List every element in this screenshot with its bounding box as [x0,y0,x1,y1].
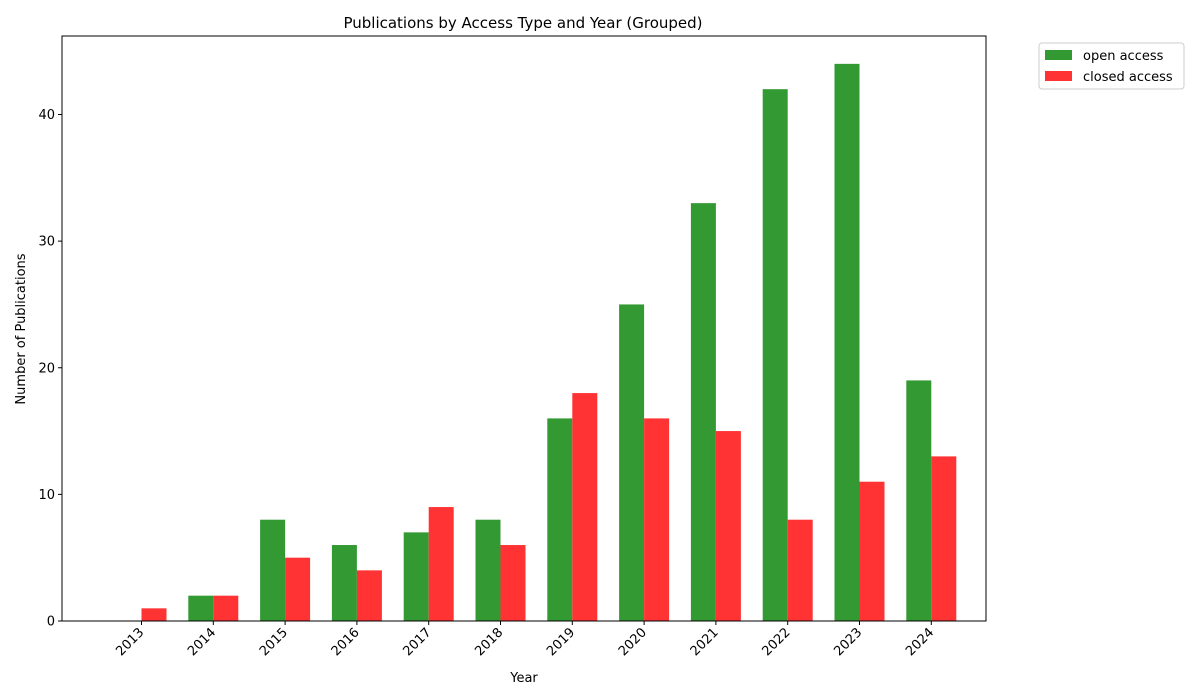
legend: open access closed access [1038,42,1185,90]
bar-open-access-2016 [331,545,357,621]
bar-closed-access-2024 [931,456,957,621]
bar-open-access-2018 [475,519,501,621]
y-tick-label: 40 [38,108,55,123]
x-tick-label: 2017 [401,625,435,659]
x-tick-label: 2019 [544,625,578,659]
bar-open-access-2023 [834,63,860,622]
x-tick-label: 2013 [113,625,147,659]
bar-open-access-2021 [690,203,716,621]
bar-closed-access-2023 [859,481,885,621]
bar-open-access-2015 [260,519,286,621]
bar-closed-access-2015 [285,557,311,621]
legend-label-closed-access: closed access [1083,70,1173,85]
x-tick-label: 2022 [760,625,794,659]
bar-open-access-2022 [762,89,788,621]
x-tick-label: 2024 [903,625,937,659]
bar-closed-access-2017 [428,507,454,621]
bar-closed-access-2016 [356,570,382,621]
chart-title: Publications by Access Type and Year (Gr… [343,14,702,32]
plot-area-frame [61,35,987,622]
y-axis: 0 10 20 30 40 [38,108,62,630]
legend-box [1038,42,1185,90]
y-tick-label: 20 [38,361,55,376]
bar-closed-access-2020 [644,418,670,621]
bars-layer [141,63,957,622]
bar-open-access-2024 [906,380,932,621]
bar-closed-access-2022 [787,519,813,621]
bar-closed-access-2014 [213,595,239,621]
y-tick-label: 0 [47,615,55,630]
x-axis: 2013 2014 2015 2016 2017 2018 2019 2020 2021 2022… [113,621,937,659]
bar-closed-access-2018 [500,545,526,621]
bar-closed-access-2021 [715,431,741,621]
bar-closed-access-2013 [141,608,167,621]
x-tick-label: 2015 [257,625,291,659]
bar-closed-access-2019 [572,393,598,621]
bar-open-access-2019 [547,418,573,621]
bar-open-access-2014 [188,595,214,621]
x-tick-label: 2023 [831,625,865,659]
y-axis-label: Number of Publications [14,253,29,404]
legend-swatch-closed-access [1045,71,1072,81]
bar-open-access-2020 [619,304,645,621]
x-tick-label: 2014 [185,625,219,659]
legend-label-open-access: open access [1083,49,1164,64]
x-tick-label: 2018 [472,625,506,659]
x-tick-label: 2021 [688,625,722,659]
x-tick-label: 2020 [616,625,650,659]
y-tick-label: 10 [38,488,55,503]
bar-open-access-2017 [403,532,429,621]
x-axis-label: Year [509,671,538,686]
legend-swatch-open-access [1045,50,1072,60]
x-tick-label: 2016 [329,625,363,659]
y-tick-label: 30 [38,235,55,250]
